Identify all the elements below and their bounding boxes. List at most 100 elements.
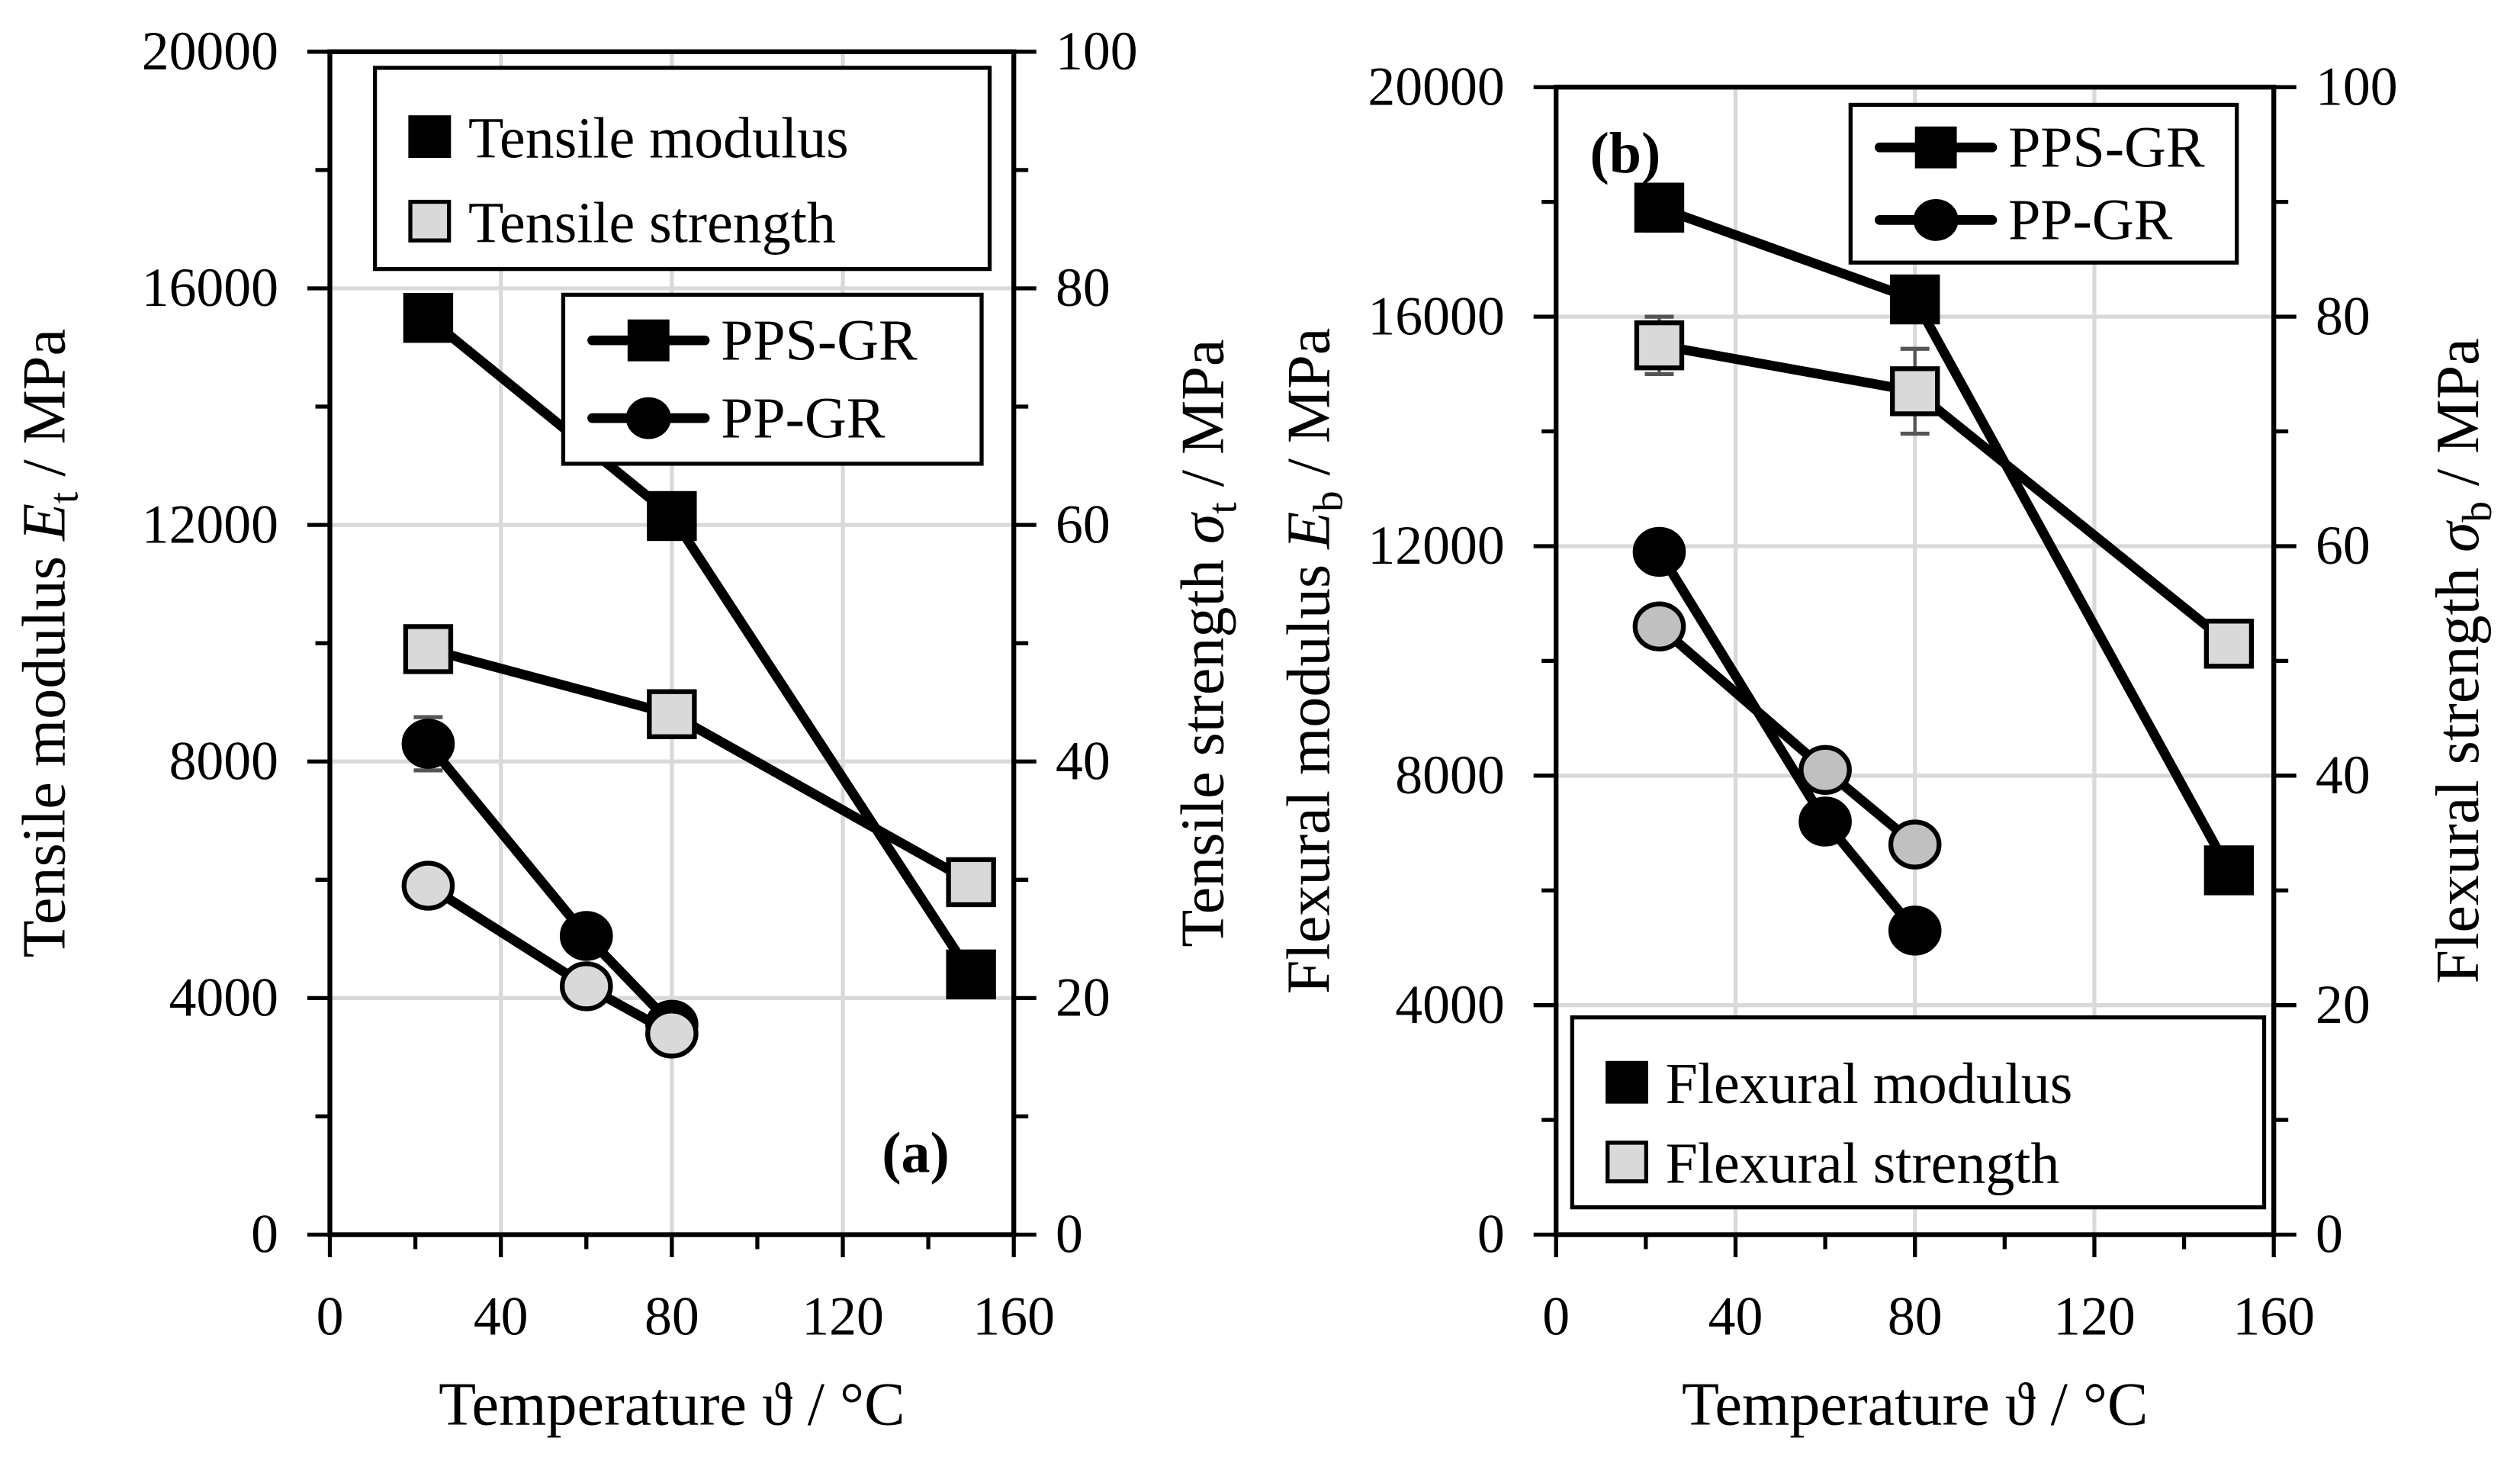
series-pps-gr-flexural-modulus [1634, 182, 2255, 896]
x-axis-label: Temperature ϑ / °C [1682, 1372, 2148, 1439]
legend-swatch [1606, 1140, 1648, 1184]
y-left-tick-label: 12000 [142, 494, 278, 555]
y-right-tick-label: 60 [1056, 494, 1111, 555]
y-right-tick-label: 0 [1056, 1204, 1083, 1265]
x-tick-label: 160 [972, 1285, 1055, 1346]
x-tick-label: 80 [1888, 1285, 1943, 1346]
series-pp-gr-flexural-strength [1632, 601, 1942, 870]
data-point-circle [401, 860, 455, 911]
series-pp-gr-flexural-modulus [1632, 526, 1942, 956]
legend-label: PPS-GR [2008, 116, 2205, 180]
data-point-circle [1798, 745, 1852, 795]
chart-panel-b: 0 40 80 120 16004000800012000160002000002040… [1276, 56, 2500, 1438]
legend-label: Tensile strength [468, 191, 836, 255]
y-left-tick-label: 12000 [1368, 515, 1504, 576]
y-right-axis-label: Tensile strength σt / MPa [1169, 339, 1245, 947]
x-tick-label: 40 [474, 1285, 529, 1346]
panel-label: (a) [882, 1121, 950, 1185]
x-axis-label: Temperature ϑ / °C [439, 1372, 905, 1439]
x-tick-label: 0 [1542, 1285, 1570, 1346]
y-left-axis-label: Tensile modulus Et / MPa [11, 329, 86, 958]
series-line [1656, 622, 1918, 848]
y-left-tick-label: 16000 [142, 257, 278, 318]
y-right-tick-label: 80 [1056, 257, 1111, 318]
legend-material: PPS-GR PP-GR [1848, 102, 2239, 265]
y-left-tick-label: 16000 [1368, 285, 1504, 346]
legend-label: Flexural strength [1666, 1132, 2060, 1196]
data-point-square [647, 490, 697, 542]
legend-circle-marker [625, 397, 671, 439]
legend-label: PPS-GR [721, 309, 918, 373]
legend-label: Flexural modulus [1666, 1052, 2073, 1116]
y-left-tick-label: 8000 [1395, 745, 1504, 806]
panel-label: (b) [1590, 121, 1661, 185]
y-left-tick-label: 8000 [169, 730, 278, 791]
y-right-tick-label: 100 [1056, 21, 1138, 82]
y-left-tick-label: 20000 [1368, 56, 1504, 117]
y-right-tick-label: 20 [1056, 967, 1111, 1028]
data-point-circle [1888, 905, 1942, 956]
y-right-tick-label: 20 [2316, 974, 2371, 1035]
y-right-tick-label: 100 [2316, 56, 2398, 117]
legend-box [1570, 1015, 2267, 1210]
legend-square-marker [1914, 126, 1957, 169]
data-point-square [2203, 845, 2255, 896]
legend-label: PP-GR [2008, 188, 2173, 252]
y-left-tick-label: 0 [1477, 1204, 1505, 1265]
data-point-square [403, 624, 454, 674]
legend-swatch [408, 199, 452, 243]
x-tick-label: 0 [317, 1285, 344, 1346]
y-right-axis-label: Flexural strength σb / MPa [2425, 338, 2500, 983]
legend-circle-marker [1913, 198, 1959, 241]
data-point-square [946, 857, 996, 908]
data-point-circle [645, 1008, 699, 1059]
series-pps-gr-flexural-strength [1634, 314, 2255, 669]
data-point-square [403, 293, 454, 343]
data-point-square [1890, 366, 1940, 417]
legend-property: Tensile modulus Tensile strength [372, 66, 992, 272]
legend-label: Tensile modulus [468, 107, 849, 171]
y-left-tick-label: 4000 [169, 967, 278, 1028]
data-point-square [1634, 320, 1685, 371]
series-pp-gr-tensile-strength [401, 860, 699, 1059]
legend-square-marker [627, 319, 670, 362]
y-right-tick-label: 60 [2316, 515, 2371, 576]
data-point-circle [1888, 819, 1942, 870]
y-right-tick-label: 0 [2316, 1204, 2343, 1265]
legend-swatch [1606, 1060, 1648, 1104]
y-left-axis-label: Flexural modulus Eb / MPa [1276, 328, 1352, 995]
x-tick-label: 120 [802, 1285, 884, 1346]
data-point-circle [1798, 796, 1852, 847]
x-tick-label: 160 [2232, 1285, 2315, 1346]
data-point-square [1890, 274, 1940, 325]
data-point-circle [1632, 601, 1686, 651]
series-pps-gr-tensile-strength [403, 624, 996, 908]
legend-swatch [408, 115, 452, 159]
data-point-square [2203, 619, 2255, 669]
y-right-tick-label: 40 [2316, 745, 2371, 806]
y-right-tick-label: 80 [2316, 285, 2371, 346]
legend-property: Flexural modulus Flexural strength [1570, 1015, 2267, 1210]
y-left-tick-label: 4000 [1395, 974, 1504, 1035]
data-point-square [1634, 182, 1685, 233]
series-line [1657, 203, 2233, 873]
data-point-circle [1632, 526, 1686, 577]
x-tick-label: 120 [2053, 1285, 2136, 1346]
legend-label: PP-GR [721, 386, 886, 450]
data-point-circle [401, 719, 455, 769]
x-tick-label: 80 [644, 1285, 699, 1346]
series-line [426, 881, 674, 1038]
series-line [1658, 340, 2232, 648]
series-line [424, 740, 676, 1028]
y-left-tick-label: 0 [251, 1204, 278, 1265]
data-point-circle [559, 961, 613, 1012]
data-point-square [946, 949, 996, 1000]
chart-panel-a: 0 40 80 120 16004000800012000160002000002040… [11, 21, 1245, 1438]
y-left-tick-label: 20000 [142, 21, 278, 82]
legend-material: PPS-GR PP-GR [561, 292, 984, 466]
x-tick-label: 40 [1708, 1285, 1763, 1346]
y-right-tick-label: 40 [1056, 730, 1111, 791]
data-point-circle [559, 911, 613, 961]
